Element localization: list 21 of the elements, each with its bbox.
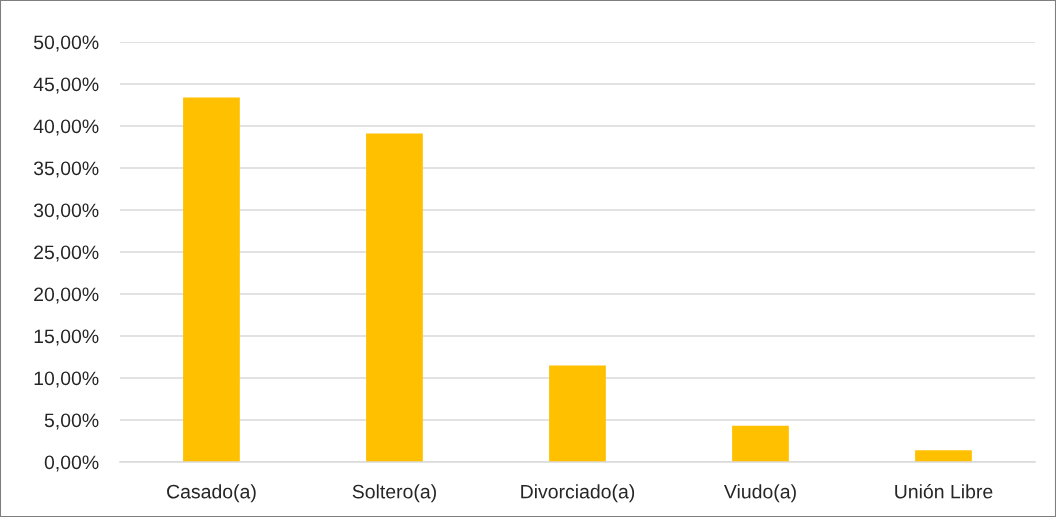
x-tick-label: Unión Libre (895, 483, 993, 499)
y-tick-label: 10,00% (34, 371, 99, 388)
x-tick-label: Viudo(a) (723, 484, 796, 503)
y-tick-label: 25,00% (34, 245, 99, 262)
y-tick-label: 0,00% (44, 455, 99, 472)
y-tick-label: 35,00% (33, 161, 99, 178)
bar (915, 450, 972, 462)
bar (183, 97, 240, 462)
bar (366, 133, 423, 462)
bar (549, 365, 606, 462)
y-tick-label: 15,00% (34, 329, 99, 346)
y-tick-label: 30,00% (33, 203, 99, 220)
x-tick-label: Soltero(a) (352, 484, 436, 503)
y-tick-label: 50,00% (33, 35, 99, 52)
y-tick-label: 20,00% (34, 287, 99, 304)
y-tick-label: 5,00% (44, 413, 99, 430)
x-tick-label: Divorciado(a) (521, 484, 635, 503)
y-tick-label: 45,00% (33, 77, 99, 94)
y-tick-label: 40,00% (33, 119, 99, 136)
x-tick-label: Casado(a) (167, 484, 256, 503)
bar (732, 425, 789, 462)
